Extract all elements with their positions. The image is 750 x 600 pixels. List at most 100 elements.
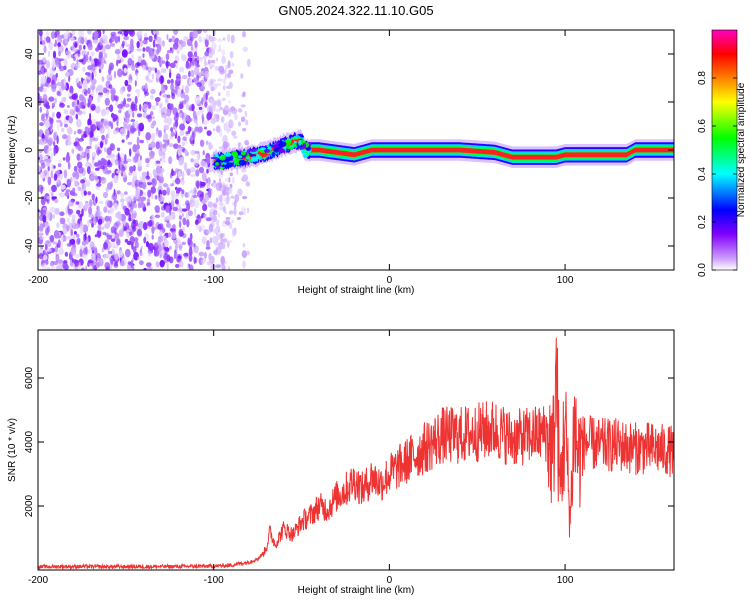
noise-speckle [65, 189, 71, 193]
noise-speckle [47, 176, 52, 186]
noise-speckle [89, 137, 93, 147]
noise-speckle [135, 153, 140, 157]
noise-speckle [103, 52, 108, 59]
noise-speckle [121, 40, 125, 47]
noise-speckle [101, 226, 105, 230]
noise-speckle [193, 66, 200, 76]
noise-speckle [101, 108, 107, 117]
noise-speckle [238, 211, 244, 216]
noise-speckle [178, 214, 184, 222]
noise-speckle [220, 116, 225, 123]
noise-speckle [211, 153, 214, 158]
noise-speckle [146, 202, 151, 206]
noise-speckle [127, 261, 132, 265]
noise-speckle [181, 141, 186, 147]
noise-speckle [155, 261, 160, 268]
noise-speckle [228, 119, 234, 129]
noise-speckle [82, 110, 86, 115]
noise-speckle [230, 34, 235, 44]
noise-speckle [213, 83, 218, 90]
noise-speckle [209, 256, 215, 265]
noise-speckle [160, 201, 164, 205]
noise-speckle [142, 85, 146, 89]
noise-speckle [45, 83, 51, 88]
noise-speckle [169, 62, 176, 69]
noise-speckle [237, 142, 242, 147]
noise-speckle [201, 236, 207, 245]
noise-speckle [199, 56, 204, 63]
ridge-blob [302, 152, 309, 158]
noise-speckle [116, 118, 119, 127]
noise-speckle [159, 104, 163, 109]
noise-speckle [94, 70, 97, 78]
noise-speckle [220, 256, 226, 265]
noise-speckle [86, 182, 90, 187]
noise-speckle [187, 191, 191, 199]
noise-speckle [147, 189, 152, 198]
noise-speckle [119, 87, 124, 95]
noise-speckle [222, 238, 228, 243]
noise-speckle [213, 113, 218, 123]
noise-speckle [106, 108, 109, 116]
noise-speckle [67, 162, 71, 170]
noise-speckle [78, 213, 84, 218]
noise-speckle [124, 191, 128, 195]
noise-speckle [107, 128, 110, 138]
noise-speckle [177, 146, 183, 156]
noise-speckle [76, 265, 79, 270]
noise-speckle [136, 48, 142, 52]
noise-speckle [222, 190, 227, 196]
noise-speckle [198, 166, 205, 174]
noise-speckle [123, 226, 128, 231]
noise-speckle [42, 222, 46, 228]
noise-speckle [114, 252, 119, 261]
noise-speckle [49, 206, 56, 213]
noise-speckle [86, 166, 91, 175]
noise-speckle [52, 213, 56, 219]
noise-speckle [233, 199, 237, 209]
noise-speckle [134, 241, 139, 249]
ridge-blob [234, 157, 240, 163]
noise-speckle [130, 259, 134, 269]
noise-speckle [38, 30, 43, 37]
noise-speckle [161, 60, 166, 64]
noise-speckle [118, 109, 122, 114]
noise-speckle [97, 121, 103, 130]
noise-speckle [117, 147, 121, 152]
noise-speckle [73, 165, 78, 172]
noise-speckle [145, 175, 151, 180]
noise-speckle [166, 34, 169, 40]
noise-speckle [113, 202, 119, 211]
x-tick-label-1-2: 0 [387, 575, 393, 586]
noise-speckle [119, 161, 123, 170]
noise-speckle [51, 196, 57, 200]
noise-speckle [217, 245, 222, 252]
noise-speckle [224, 211, 228, 215]
noise-speckle [87, 219, 90, 227]
noise-speckle [155, 141, 160, 150]
noise-speckle [216, 108, 220, 113]
noise-speckle [127, 182, 132, 186]
noise-speckle [169, 207, 172, 217]
noise-speckle [178, 260, 184, 268]
noise-speckle [168, 156, 173, 165]
noise-speckle [242, 174, 249, 182]
noise-speckle [56, 82, 63, 87]
noise-speckle [98, 68, 102, 74]
noise-speckle [138, 122, 145, 132]
noise-speckle [54, 57, 59, 65]
noise-speckle [63, 77, 66, 87]
noise-speckle [56, 222, 60, 229]
noise-speckle [57, 123, 60, 131]
noise-speckle [160, 68, 167, 74]
noise-speckle [72, 171, 77, 178]
noise-speckle [159, 193, 162, 198]
noise-speckle [207, 201, 214, 208]
noise-speckle [94, 234, 98, 238]
noise-speckle [159, 92, 162, 96]
colorbar-gradient [712, 30, 737, 270]
noise-speckle [202, 55, 207, 60]
noise-speckle [123, 30, 129, 37]
noise-speckle [105, 186, 109, 193]
noise-speckle [212, 203, 218, 208]
